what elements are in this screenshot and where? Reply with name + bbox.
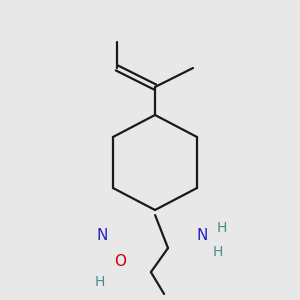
Text: H: H xyxy=(95,275,105,289)
Text: O: O xyxy=(114,254,126,269)
Text: H: H xyxy=(213,245,223,259)
Text: H: H xyxy=(217,221,227,235)
Text: N: N xyxy=(196,227,208,242)
Text: N: N xyxy=(96,227,108,242)
